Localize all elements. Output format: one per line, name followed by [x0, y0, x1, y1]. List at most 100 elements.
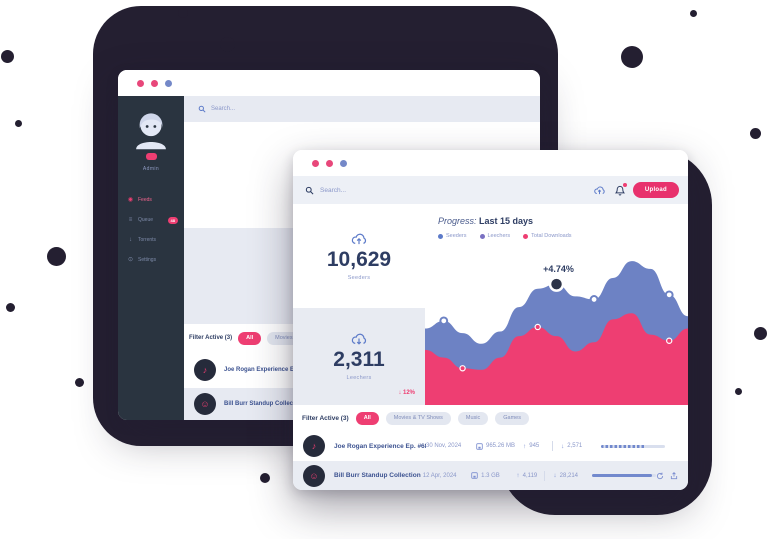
sidebar-menu: ◉ Feeds ≡ Queue 48 ↓ Torrents ⊙ Settings: [118, 190, 184, 270]
sidebar-item-feeds[interactable]: ◉ Feeds: [118, 190, 184, 210]
sidebar-item-torrents[interactable]: ↓ Torrents: [118, 230, 184, 250]
decor-circle: [6, 303, 15, 312]
decor-circle: [754, 327, 767, 340]
sidebar: Admin ◉ Feeds ≡ Queue 48 ↓ Torrents ⊙ Se…: [118, 96, 184, 420]
filter-pill[interactable]: Music: [457, 411, 489, 425]
search-placeholder: Search...: [320, 186, 347, 194]
chart-panel: Progress: Last 15 days Seeders Leechers To…: [425, 204, 688, 405]
notification-badge: [622, 183, 627, 187]
decor-circle: [260, 473, 270, 483]
refresh-icon[interactable]: [656, 472, 664, 480]
decor-circle: [750, 128, 761, 139]
filter-pill[interactable]: All: [238, 331, 262, 345]
progress-bar: [592, 474, 656, 477]
leechers-count: ↓ 2,571: [561, 442, 583, 450]
search-icon: [305, 186, 314, 194]
window-control-dot[interactable]: [151, 79, 158, 87]
window-header: [118, 70, 540, 96]
leechers-count: ↓ 28,214: [553, 472, 578, 479]
download-icon: ↓: [129, 237, 132, 243]
delta-badge: ↓ 12%: [398, 390, 415, 396]
seeders-count: ↑ 4,119: [516, 472, 538, 479]
sidebar-item-settings[interactable]: ⊙ Settings: [118, 250, 184, 270]
decor-circle: [75, 378, 84, 387]
decor-circle: [735, 388, 742, 395]
mic-icon: ♪: [303, 435, 325, 457]
torrent-date: 30 Nov, 2024: [426, 443, 462, 449]
up-arrow-icon: ↑: [516, 472, 520, 479]
search-icon: [198, 105, 206, 113]
cloud-upload-icon: [351, 233, 367, 244]
legend-dot-icon: [438, 233, 443, 239]
list-icon: ≡: [128, 217, 133, 223]
cloud-upload-icon[interactable]: [593, 183, 607, 197]
decor-circle: [15, 120, 22, 127]
face-icon: ☺: [194, 393, 216, 415]
share-icon[interactable]: [670, 471, 678, 480]
filter-label: Filter Active (3): [189, 335, 233, 341]
torrent-title: Joe Rogan Experience Ep. #68: [224, 367, 312, 373]
bell-icon[interactable]: [613, 183, 627, 197]
pro-badge: [145, 153, 157, 160]
gear-icon: ⊙: [127, 257, 134, 263]
down-arrow-icon: ↓: [553, 472, 557, 479]
stat-card-seeders: 10,629 Seeders: [293, 204, 425, 309]
torrent-date: 12 Apr, 2024: [422, 472, 457, 479]
window-control-dot[interactable]: [137, 79, 144, 87]
avatar-illustration[interactable]: [130, 109, 172, 151]
username: Admin: [142, 166, 160, 172]
divider: [552, 441, 553, 451]
mic-icon: ♪: [194, 359, 216, 381]
svg-text:+4.74%: +4.74%: [543, 264, 574, 274]
decor-circle: [621, 46, 643, 68]
upload-button[interactable]: Upload: [632, 182, 679, 198]
seeders-count: ↑ 945: [523, 442, 540, 450]
stat-label: Seeders: [347, 274, 371, 281]
stat-label: Leechers: [346, 375, 372, 382]
up-arrow-icon: ↑: [523, 442, 527, 450]
window-control-dot[interactable]: [326, 159, 333, 167]
progress-chart: +4.74%: [425, 261, 688, 405]
filter-pill[interactable]: Movies & TV Shows: [385, 411, 451, 425]
menu-label: Queue: [138, 217, 154, 223]
face-icon: ☺: [303, 464, 325, 487]
down-arrow-icon: ↓: [561, 442, 565, 450]
menu-label: Feeds: [138, 197, 152, 203]
stat-value: 10,629: [326, 247, 392, 271]
menu-badge: 48: [167, 216, 178, 224]
cloud-download-icon: [351, 333, 367, 345]
search-bar[interactable]: Search... Upload: [293, 176, 688, 204]
sidebar-item-queue[interactable]: ≡ Queue 48: [118, 210, 184, 230]
torrent-title: Joe Rogan Experience Ep. #68: [334, 442, 426, 450]
torrent-title: Bill Burr Standup Collection: [224, 401, 305, 407]
search-placeholder: Search...: [211, 106, 236, 112]
decor-circle: [220, 37, 235, 52]
legend-dot-icon: [523, 233, 529, 239]
legend-item: Leechers: [479, 233, 510, 239]
progress-bar: [601, 444, 665, 448]
search-bar[interactable]: Search...: [184, 96, 540, 122]
window-control-dot[interactable]: [312, 159, 319, 167]
torrent-title: Bill Burr Standup Collection: [334, 472, 421, 479]
legend-dot-icon: [479, 233, 485, 239]
torrent-table: ♪ Joe Rogan Experience Ep. #68 30 Nov, 2…: [293, 431, 688, 490]
table-row[interactable]: ♪ Joe Rogan Experience Ep. #68 30 Nov, 2…: [293, 431, 688, 461]
disk-icon: [471, 472, 478, 479]
row-actions: [656, 471, 678, 480]
rss-icon: ◉: [127, 197, 134, 203]
filter-pill[interactable]: Games: [495, 411, 529, 425]
front-window: Search... Upload: [293, 150, 688, 490]
decor-circle: [178, 8, 188, 18]
window-control-dot[interactable]: [165, 79, 172, 87]
filter-bar: Filter Active (3) All Movies & TV Shows Mu…: [293, 405, 688, 431]
menu-label: Settings: [138, 257, 157, 263]
chart-legend: Seeders Leechers Total Downloads: [438, 233, 572, 239]
filter-pill[interactable]: All: [355, 411, 379, 425]
filter-pills: All Movies & TV Shows Music Games: [355, 411, 529, 425]
window-control-dot[interactable]: [340, 159, 347, 167]
menu-label: Torrents: [138, 237, 157, 243]
table-row[interactable]: ☺ Bill Burr Standup Collection 12 Apr, 2…: [293, 461, 688, 490]
window-header: [293, 150, 688, 176]
legend-item: Seeders: [438, 233, 467, 239]
